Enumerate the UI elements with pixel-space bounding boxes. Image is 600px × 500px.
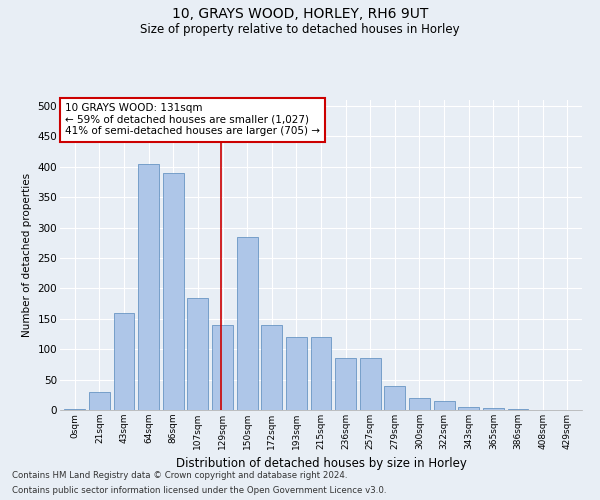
Bar [458, 407, 479, 410]
Text: 10 GRAYS WOOD: 131sqm
← 59% of detached houses are smaller (1,027)
41% of semi-d: 10 GRAYS WOOD: 131sqm ← 59% of detached … [65, 103, 320, 136]
Bar [187, 298, 208, 410]
Text: 10, GRAYS WOOD, HORLEY, RH6 9UT: 10, GRAYS WOOD, HORLEY, RH6 9UT [172, 8, 428, 22]
Text: Contains public sector information licensed under the Open Government Licence v3: Contains public sector information licen… [12, 486, 386, 495]
X-axis label: Distribution of detached houses by size in Horley: Distribution of detached houses by size … [176, 458, 466, 470]
Bar [360, 358, 381, 410]
Bar [163, 173, 184, 410]
Text: Size of property relative to detached houses in Horley: Size of property relative to detached ho… [140, 22, 460, 36]
Bar [508, 409, 529, 410]
Bar [335, 358, 356, 410]
Bar [261, 325, 282, 410]
Bar [385, 386, 406, 410]
Bar [89, 392, 110, 410]
Bar [236, 237, 257, 410]
Y-axis label: Number of detached properties: Number of detached properties [22, 173, 32, 337]
Bar [311, 337, 331, 410]
Bar [138, 164, 159, 410]
Bar [434, 401, 455, 410]
Bar [409, 398, 430, 410]
Bar [286, 337, 307, 410]
Text: Contains HM Land Registry data © Crown copyright and database right 2024.: Contains HM Land Registry data © Crown c… [12, 471, 347, 480]
Bar [212, 325, 233, 410]
Bar [113, 312, 134, 410]
Bar [64, 409, 85, 410]
Bar [483, 408, 504, 410]
